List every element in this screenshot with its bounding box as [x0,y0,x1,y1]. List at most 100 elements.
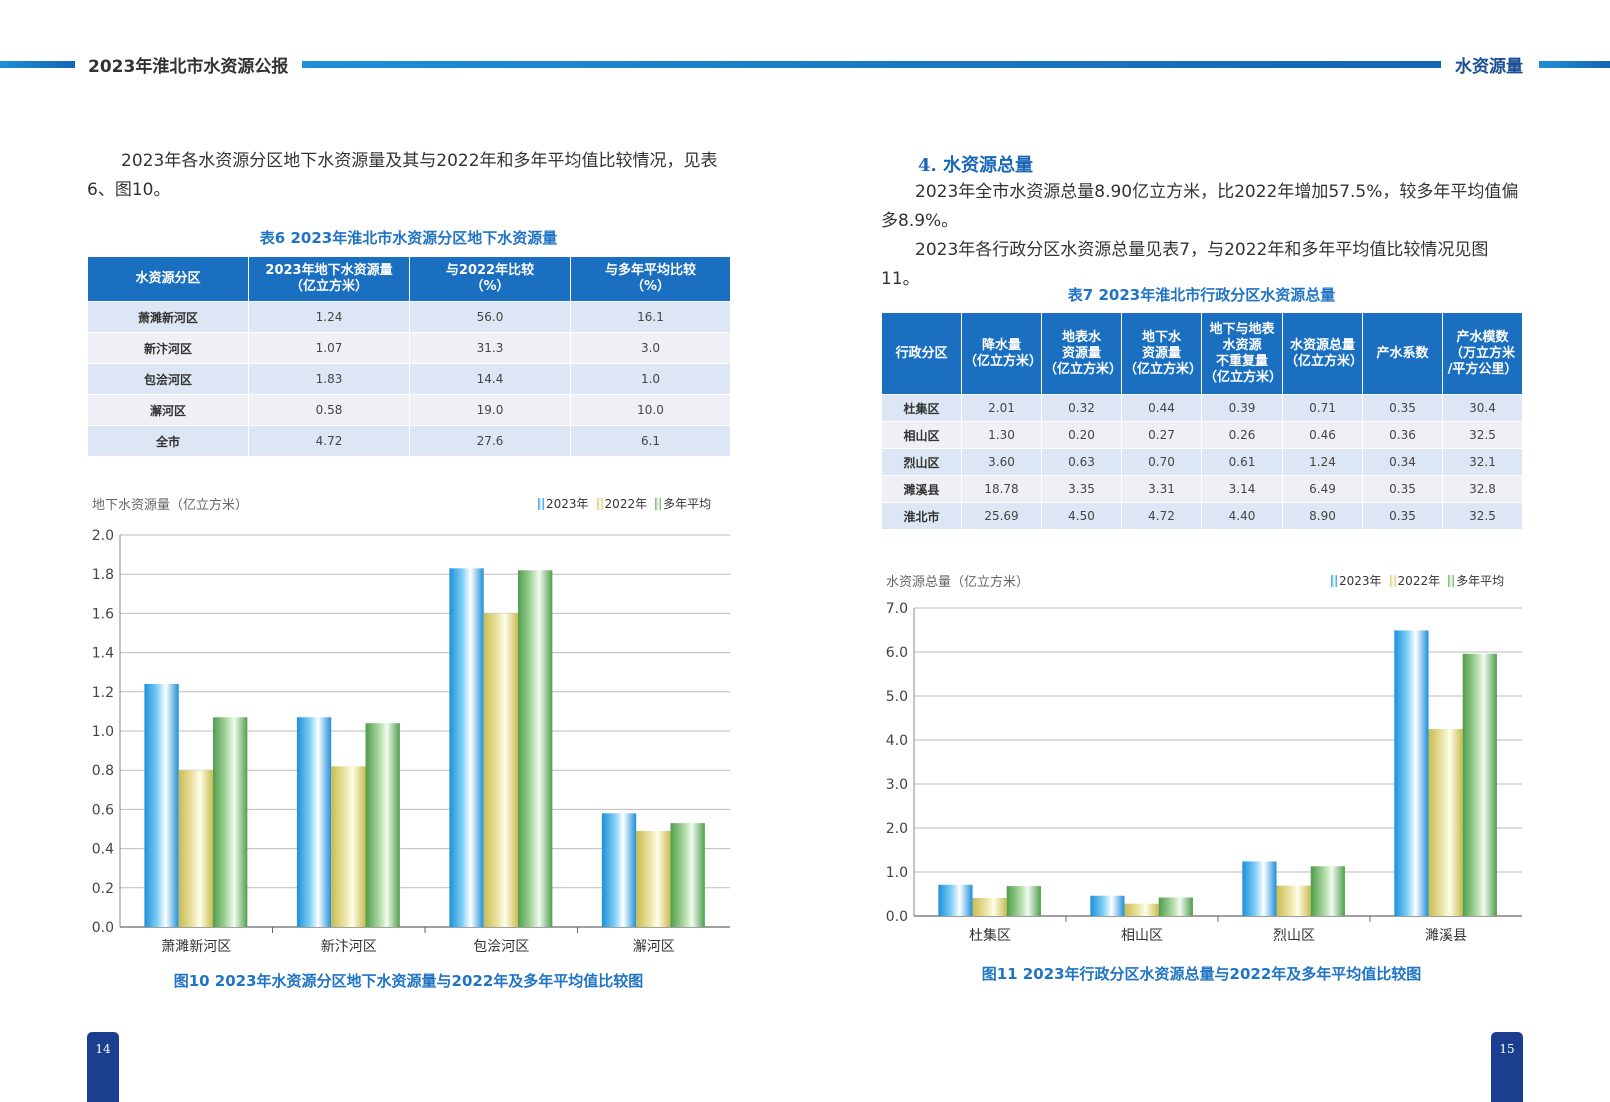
table6: 水资源分区 2023年地下水资源量 （亿立方米） 与2022年比较 （%） 与多年平… [87,256,731,457]
bar-average [1006,886,1041,916]
table7-header: 行政分区 [881,312,962,395]
table6-cell: 10.0 [570,394,731,426]
bar-2022 [178,770,214,927]
header-line: （%） [630,279,671,294]
table6-cell: 包浍河区 [87,363,249,395]
table7-cell: 4.40 [1201,502,1283,530]
table6-header-row: 水资源分区 2023年地下水资源量 （亿立方米） 与2022年比较 （%） 与多年平… [87,256,731,302]
table6-cell: 16.1 [570,301,731,333]
header-bar-left-accent [0,61,75,68]
table6-cell: 6.1 [570,425,731,457]
header-line: （亿立方米） [1204,369,1283,385]
table7-cell: 0.35 [1362,475,1443,503]
legend-swatch-2023 [1331,575,1337,587]
header-line: 2023年地下水资源量 [265,263,393,278]
table7-cell: 0.34 [1362,448,1443,476]
table6-cell: 1.83 [248,363,410,395]
x-category-label: 杜集区 [969,927,1011,944]
figure11-chart: 0.0 1.0 2.0 3.0 4.0 5.0 6.0 7.0 杜集区 相山区 烈山区 濉溪县 [886,601,1522,944]
y-tick-label: 4.0 [886,733,908,749]
table7-cell: 0.20 [1041,421,1122,449]
legend-label: 2022年 [1397,574,1441,588]
table6-row: 萧濉新河区 1.24 56.0 16.1 [87,301,731,333]
legend-swatch-2022 [596,498,603,510]
y-tick-label: 1.0 [886,865,908,881]
legend-item-average: 多年平均 [655,495,711,512]
header-line: （亿立方米） [1044,361,1123,377]
table7-cell: 相山区 [881,421,962,449]
table7-cell: 0.46 [1282,421,1363,449]
legend-item-2023: 2023年 [1331,572,1382,589]
report-title: 2023年淮北市水资源公报 [88,57,289,77]
table7-cell: 32.8 [1442,475,1523,503]
legend-swatch-2023 [538,498,544,510]
y-tick-label: 2.0 [92,528,114,544]
table6-cell: 14.4 [409,363,571,395]
header-line: （亿立方米） [289,279,368,294]
right-para1-line1: 2023年全市水资源总量8.90亿立方米，比2022年增加57.5%，较多年平均… [915,182,1519,202]
table7-header: 地下水 资源量 （亿立方米） [1121,312,1202,395]
legend-swatch-average [655,498,662,510]
bar-average [213,717,248,927]
x-category-label: 烈山区 [1273,928,1315,944]
bar-2023 [144,683,179,927]
bar-2023 [1242,861,1277,916]
header-line: 水资源 [1222,337,1262,353]
table7-row: 烈山区 3.60 0.63 0.70 0.61 1.24 0.34 32.1 [881,448,1523,476]
table7-cell: 0.36 [1362,421,1443,449]
table7-cell: 2.01 [961,394,1042,422]
table6-cell: 萧濉新河区 [87,301,249,333]
bar-2022 [483,613,519,927]
bar-2023 [1090,895,1125,916]
fig10-y-title: 地下水资源量（亿立方米） [92,498,249,513]
table7-header: 地表水 资源量 （亿立方米） [1041,312,1123,395]
header-line: 不重复量 [1215,353,1268,369]
legend-label: 多年平均 [1456,574,1505,588]
table7-cell: 0.27 [1121,421,1202,449]
table6-cell: 0.58 [248,394,410,426]
table7-row: 杜集区 2.01 0.32 0.44 0.39 0.71 0.35 30.4 [881,394,1523,422]
figure10-caption: 图10 2023年水资源分区地下水资源量与2022年及多年平均值比较图 [173,972,644,990]
header-line: （亿立方米） [1285,353,1364,369]
y-tick-label: 1.0 [92,724,114,740]
left-intro-line1: 2023年各水资源分区地下水资源量及其与2022年和多年平均值比较情况，见表 [121,151,718,171]
header-line: 与多年平均比较 [604,263,696,278]
header-line: 与2022年比较 [445,263,535,278]
bar-2022 [636,830,671,927]
table6-cell: 澥河区 [87,394,249,426]
table6-row: 全市 4.72 27.6 6.1 [87,425,731,457]
table7-cell: 淮北市 [881,502,962,530]
bar-2023 [1394,630,1429,916]
table7-cell: 0.32 [1041,394,1122,422]
y-tick-label: 0.6 [92,802,114,818]
table7-cell: 0.35 [1362,394,1443,422]
x-category-label: 萧濉新河区 [161,939,231,955]
header-line: 资源量 [1141,345,1181,361]
table6-header: 与2022年比较 （%） [409,256,571,302]
y-tick-label: 3.0 [886,777,908,793]
bar-2023 [449,568,484,927]
legend-item-2022: 2022年 [596,495,647,512]
table6-header: 2023年地下水资源量 （亿立方米） [248,256,410,302]
x-category-label: 濉溪县 [1425,928,1467,944]
y-tick-label: 0.4 [92,842,114,858]
table7: 行政分区 降水量 （亿立方米） 地表水 资源量 （亿立方米） 地下水 资源量 （亿立方米）… [881,312,1523,530]
header-bar-right-accent [1539,61,1610,68]
table6-header: 与多年平均比较 （%） [570,256,731,302]
table7-cell: 烈山区 [881,448,962,476]
bar-average [670,823,705,927]
table6-caption: 表6 2023年淮北市水资源分区地下水资源量 [259,229,558,247]
legend-label: 多年平均 [663,497,712,511]
header-line: （万立方米 [1449,345,1515,361]
table7-row: 濉溪县 18.78 3.35 3.31 3.14 6.49 0.35 32.8 [881,475,1523,503]
bar-average [518,570,553,927]
table7-cell: 3.60 [961,448,1042,476]
legend-item-average: 多年平均 [1448,572,1504,589]
table7-cell: 3.35 [1041,475,1122,503]
y-tick-label: 0.0 [92,920,114,936]
table7-header: 降水量 （亿立方米） [961,312,1042,395]
table7-cell: 0.61 [1201,448,1283,476]
y-tick-label: 0.0 [886,909,908,925]
table7-cell: 0.70 [1121,448,1202,476]
table7-cell: 杜集区 [881,394,962,422]
